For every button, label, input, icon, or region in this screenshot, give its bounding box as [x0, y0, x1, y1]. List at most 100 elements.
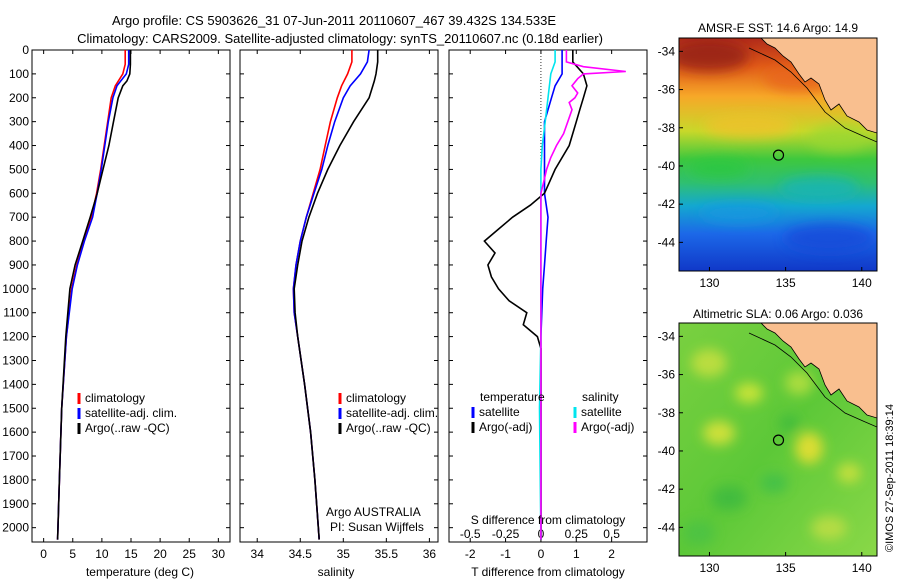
series-line-4: [540, 50, 626, 540]
salinity-x-label: salinity: [318, 565, 355, 579]
x-tick-label: -1: [500, 547, 511, 561]
top-x-tick-label: 0.25: [565, 527, 589, 541]
sst-map-frame: [678, 37, 878, 272]
x-tick-label: 10: [95, 547, 109, 561]
sla-map-frame: [678, 322, 878, 557]
legend-label: Argo(-adj): [479, 420, 532, 434]
salinity-plot-frame: [239, 49, 439, 543]
legend-label: climatology: [346, 391, 406, 405]
legend-label: satellite: [479, 405, 520, 419]
salinity-x-ticks: 34 34.5 35 35.5 36: [251, 50, 437, 561]
temperature-series: [56, 50, 132, 540]
legend-label: Argo(..raw -QC): [85, 421, 170, 435]
x-tick-label: 2: [608, 547, 615, 561]
y-tick-label: 1500: [2, 401, 29, 415]
y-tick-label: 1600: [2, 425, 29, 439]
x-tick-label: 0: [40, 547, 47, 561]
temperature-plot-frame: [31, 49, 231, 543]
map-y-tick-label: -34: [658, 329, 676, 343]
series-line-3: [293, 50, 379, 540]
x-tick-label: 34.5: [289, 547, 313, 561]
map-y-tick-label: -38: [658, 406, 676, 420]
map-y-tick-label: -40: [658, 159, 676, 173]
legend-title-salinity: salinity: [582, 390, 619, 404]
salinity-annotation-line1: Argo AUSTRALIA: [326, 505, 421, 519]
y-tick-label: 1800: [2, 473, 29, 487]
legend-label: satellite-adj. clim.: [85, 406, 177, 420]
y-tick-label: 2000: [2, 521, 29, 535]
salinity-y-ticks: [240, 49, 438, 529]
temperature-y-ticks: 0 100 200 300 400 500 600 700 800 900 1000 1100 1200…: [2, 43, 230, 535]
y-tick-label: 1400: [2, 377, 29, 391]
legend-label: climatology: [85, 391, 145, 405]
y-tick-label: 500: [9, 162, 29, 176]
y-tick-label: 1700: [2, 449, 29, 463]
sst-shelf-line: [748, 47, 877, 143]
figure-title-line2: Climatology: CARS2009. Satellite-adjuste…: [77, 31, 603, 46]
sla-shelf-line: [748, 332, 877, 428]
sla-map-canvas: [679, 323, 877, 556]
x-tick-label: 30: [212, 547, 226, 561]
map-y-tick-label: -34: [658, 44, 676, 58]
map-x-tick-label: 135: [776, 561, 796, 575]
difference-x-label: T difference from climatology: [471, 565, 625, 579]
map-x-tick-label: 140: [852, 276, 872, 290]
map-y-tick-label: -44: [658, 235, 676, 249]
map-y-tick-label: -36: [658, 368, 676, 382]
sst-texture: [679, 40, 874, 252]
sst-profile-marker: [772, 149, 785, 161]
temperature-panel: 0100200300400500600700800900100011001200…: [2, 43, 231, 579]
temperature-x-label: temperature (deg C): [86, 565, 194, 579]
y-tick-label: 900: [9, 258, 29, 272]
map-x-tick-label: 130: [699, 561, 719, 575]
y-tick-label: 200: [9, 91, 29, 105]
x-tick-label: 36: [423, 547, 437, 561]
sla-axis-ticks: 130 135 140 -34 -36 -38 -40 -42 -44: [658, 329, 872, 575]
sst-map-title: AMSR-E SST: 14.6 Argo: 14.9: [698, 21, 858, 35]
x-tick-label: 5: [69, 547, 76, 561]
difference-top-x-label: S difference from climatology: [471, 513, 626, 527]
sla-profile-marker: [772, 434, 785, 446]
figure-title-line1: Argo profile: CS 5903626_31 07-Jun-2011 …: [112, 13, 556, 28]
credit-stamp: ©IMOS 27-Sep-2011 18:39:14: [884, 404, 896, 552]
sst-land: [760, 38, 877, 134]
map-y-tick-label: -36: [658, 83, 676, 97]
y-tick-label: 1900: [2, 497, 29, 511]
legend-label: Argo(..raw -QC): [346, 421, 431, 435]
y-tick-label: 1300: [2, 353, 29, 367]
salinity-panel: 34 34.5 35 35.5 36 salinity climatologysatel…: [239, 49, 439, 579]
x-tick-label: 15: [124, 547, 138, 561]
x-tick-label: 34: [251, 547, 265, 561]
legend-title-temperature: temperature: [480, 390, 545, 404]
x-tick-label: 1: [573, 547, 580, 561]
sst-map-canvas: [679, 38, 877, 271]
y-tick-label: 700: [9, 210, 29, 224]
map-x-tick-label: 135: [776, 276, 796, 290]
map-y-tick-label: -44: [658, 520, 676, 534]
sst-map-panel: AMSR-E SST: 14.6 Argo: 14.9 130 135 140 -34…: [658, 21, 878, 290]
difference-plot-frame: [448, 49, 648, 543]
x-tick-label: 35: [337, 547, 351, 561]
series-line-3: [56, 50, 132, 540]
salinity-series: [292, 49, 379, 540]
difference-panel: -2 -1 0 1 2-0.5 -0.25 0 0.25 0.5 S difference fr…: [448, 49, 648, 579]
y-tick-label: 100: [9, 67, 29, 81]
sla-map-panel: Altimetric SLA: 0.06 Argo: 0.036 130 135 1…: [658, 307, 878, 575]
legend-label: Argo(-adj): [581, 420, 634, 434]
y-tick-label: 600: [9, 186, 29, 200]
x-tick-label: 25: [183, 547, 197, 561]
map-x-tick-label: 130: [699, 276, 719, 290]
map-x-tick-label: 140: [852, 561, 872, 575]
y-tick-label: 1000: [2, 282, 29, 296]
difference-series: [483, 50, 626, 540]
top-x-tick-label: 0.5: [603, 527, 620, 541]
y-tick-label: 1200: [2, 330, 29, 344]
map-y-tick-label: -38: [658, 121, 676, 135]
sla-map-title: Altimetric SLA: 0.06 Argo: 0.036: [693, 307, 863, 321]
y-tick-label: 800: [9, 234, 29, 248]
legend-label: satellite-adj. clim.: [346, 406, 438, 420]
top-x-tick-label: -0.25: [492, 527, 520, 541]
